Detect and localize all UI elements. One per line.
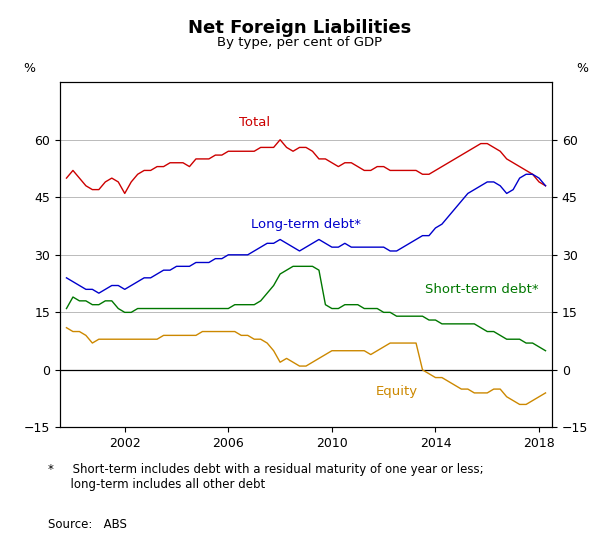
Text: Source:   ABS: Source: ABS <box>48 518 127 531</box>
Text: *     Short-term includes debt with a residual maturity of one year or less;
   : * Short-term includes debt with a residu… <box>48 463 484 491</box>
Text: %: % <box>577 62 589 75</box>
Text: Long-term debt*: Long-term debt* <box>251 218 361 231</box>
Text: %: % <box>23 62 35 75</box>
Text: Net Foreign Liabilities: Net Foreign Liabilities <box>188 19 412 37</box>
Text: Equity: Equity <box>376 385 418 398</box>
Text: Total: Total <box>239 116 270 129</box>
Text: Short-term debt*: Short-term debt* <box>425 283 539 296</box>
Text: By type, per cent of GDP: By type, per cent of GDP <box>217 36 383 49</box>
